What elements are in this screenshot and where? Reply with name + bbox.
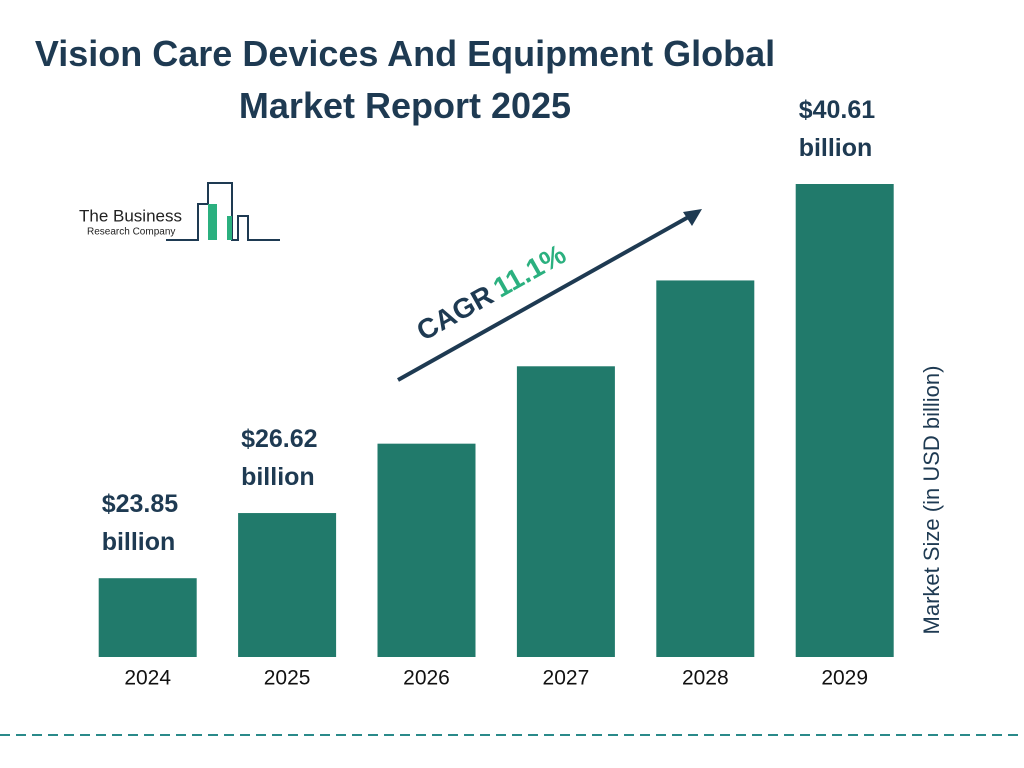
bar xyxy=(238,513,337,657)
data-label: $40.61 billion xyxy=(799,96,876,162)
cagr-value: 11.1% xyxy=(488,238,571,303)
data-label: $23.85 billion xyxy=(102,490,179,556)
data-label: $26.62 billion xyxy=(241,425,317,491)
x-tick-label: 2027 xyxy=(543,667,590,690)
chart-title: Vision Care Devices And Equipment Global… xyxy=(34,33,776,126)
bar xyxy=(377,443,476,657)
x-tick-label: 2028 xyxy=(682,667,729,690)
logo-subtext: Research Company xyxy=(87,227,175,238)
x-tick-label: 2024 xyxy=(124,667,171,690)
cagr-arrow xyxy=(397,213,693,382)
logo-bar xyxy=(208,204,217,240)
x-tick-label: 2026 xyxy=(403,667,450,690)
logo-text: The Business xyxy=(79,206,182,225)
y-axis-label: Market Size (in USD billion) xyxy=(919,366,944,635)
logo-outline xyxy=(166,182,280,241)
bar xyxy=(98,578,197,657)
bar xyxy=(516,366,615,657)
x-tick-label: 2029 xyxy=(821,667,868,690)
bar xyxy=(656,280,755,657)
x-tick-label: 2025 xyxy=(264,667,311,690)
cagr-arrowhead xyxy=(683,209,702,226)
bar xyxy=(795,184,894,657)
cagr-label: CAGR xyxy=(411,279,498,346)
logo-bar xyxy=(227,216,232,240)
logo: The Business Research Company xyxy=(79,182,280,241)
cagr: CAGR 11.1% xyxy=(411,238,571,346)
